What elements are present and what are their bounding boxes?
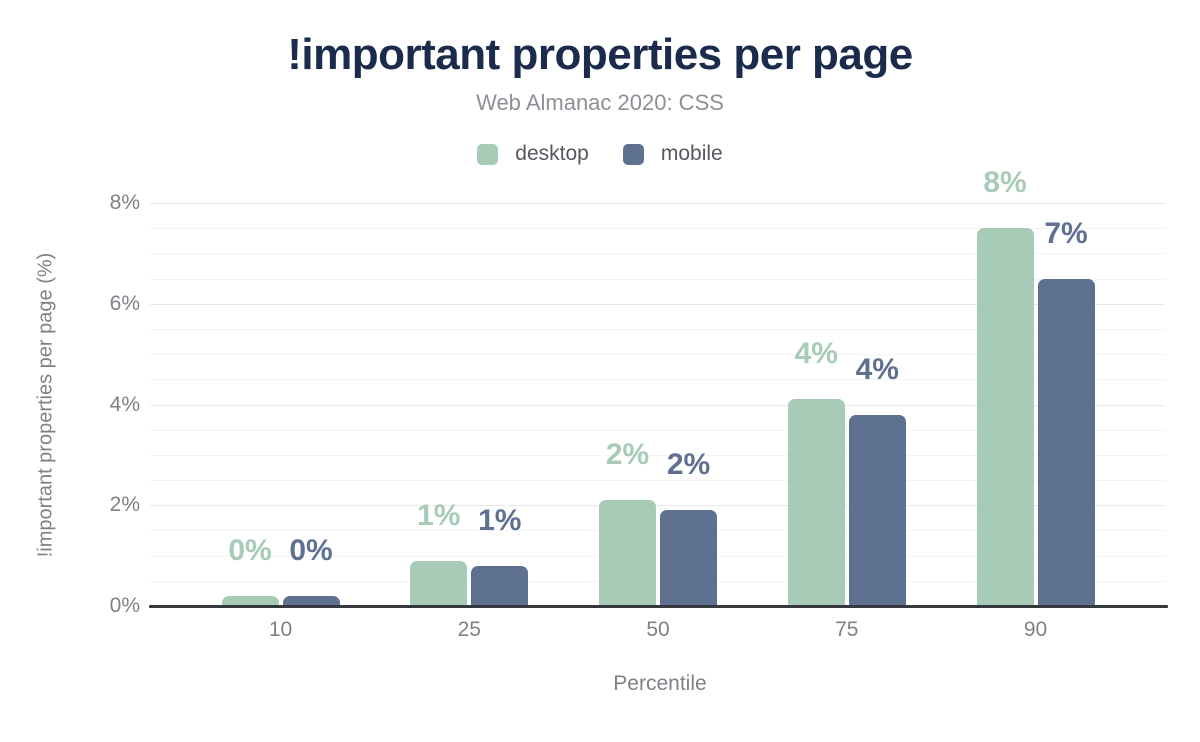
bar-mobile-p90[interactable] bbox=[1037, 278, 1095, 606]
x-axis-line bbox=[149, 605, 1168, 608]
minor-gridline bbox=[150, 379, 1165, 381]
bar-desktop-p25[interactable] bbox=[410, 560, 468, 606]
y-tick-label: 8% bbox=[109, 191, 140, 214]
legend-item-mobile[interactable]: mobile bbox=[622, 142, 723, 166]
data-label-mobile-p90: 7% bbox=[1044, 216, 1088, 250]
legend: desktop mobile bbox=[0, 142, 1200, 166]
y-tick-label: 4% bbox=[109, 392, 140, 416]
data-label-desktop-p90: 8% bbox=[983, 166, 1027, 200]
major-gridline bbox=[150, 303, 1165, 305]
data-label-desktop-p25: 1% bbox=[417, 498, 461, 532]
minor-gridline bbox=[150, 480, 1165, 482]
data-label-desktop-p10: 0% bbox=[228, 533, 272, 567]
data-label-mobile-p25: 1% bbox=[478, 503, 522, 537]
bar-desktop-p10[interactable] bbox=[221, 595, 279, 606]
minor-gridline bbox=[150, 328, 1165, 330]
data-label-mobile-p50: 2% bbox=[666, 448, 711, 482]
minor-gridline bbox=[150, 530, 1165, 532]
bar-mobile-p10[interactable] bbox=[282, 595, 340, 606]
minor-gridline bbox=[150, 354, 1165, 356]
x-tick-label: 75 bbox=[835, 618, 859, 641]
minor-gridline bbox=[150, 580, 1165, 582]
major-gridline bbox=[150, 203, 1165, 204]
legend-swatch-mobile-icon bbox=[622, 143, 644, 165]
chart-subtitle: Web Almanac 2020: CSS bbox=[476, 90, 724, 115]
x-tick-label: 25 bbox=[457, 618, 481, 641]
bar-mobile-p25[interactable] bbox=[471, 565, 529, 606]
minor-gridline bbox=[150, 429, 1165, 431]
data-label-mobile-p10: 0% bbox=[289, 533, 333, 567]
y-axis-title: !important properties per page (%) bbox=[34, 252, 57, 558]
x-axis-title: Percentile bbox=[613, 672, 707, 695]
minor-gridline bbox=[150, 253, 1165, 255]
x-tick-label: 10 bbox=[268, 618, 293, 641]
bar-desktop-p75[interactable] bbox=[787, 399, 845, 606]
chart-title: !important properties per page bbox=[287, 30, 913, 79]
y-tick-label: 2% bbox=[109, 493, 140, 517]
bar-desktop-p50[interactable] bbox=[599, 500, 656, 606]
data-label-desktop-p75: 4% bbox=[794, 337, 838, 371]
y-tick-label: 0% bbox=[109, 594, 140, 617]
minor-gridline bbox=[150, 555, 1165, 557]
y-tick-label: 6% bbox=[109, 291, 140, 315]
legend-label-desktop: desktop bbox=[515, 142, 589, 165]
bar-mobile-p75[interactable] bbox=[848, 414, 906, 606]
minor-gridline bbox=[150, 228, 1165, 230]
x-tick-label: 50 bbox=[646, 618, 670, 641]
minor-gridline bbox=[150, 454, 1165, 456]
major-gridline bbox=[150, 404, 1165, 406]
major-gridline bbox=[150, 505, 1165, 507]
bar-mobile-p50[interactable] bbox=[660, 510, 717, 606]
data-label-desktop-p50: 2% bbox=[605, 438, 650, 472]
legend-item-desktop[interactable]: desktop bbox=[477, 142, 589, 166]
minor-gridline bbox=[150, 278, 1165, 280]
x-tick-label: 90 bbox=[1023, 618, 1048, 641]
plot-area: 0% 2% 4% 6% 8% 0% 0% 10 1% 1% 25 2% 2% 50 4% 4% 75 8% 7% 90 bbox=[110, 168, 1168, 641]
bar-desktop-p90[interactable] bbox=[976, 228, 1034, 606]
data-label-mobile-p75: 4% bbox=[855, 352, 899, 386]
legend-swatch-desktop-icon bbox=[477, 143, 499, 165]
legend-label-mobile: mobile bbox=[660, 142, 723, 165]
